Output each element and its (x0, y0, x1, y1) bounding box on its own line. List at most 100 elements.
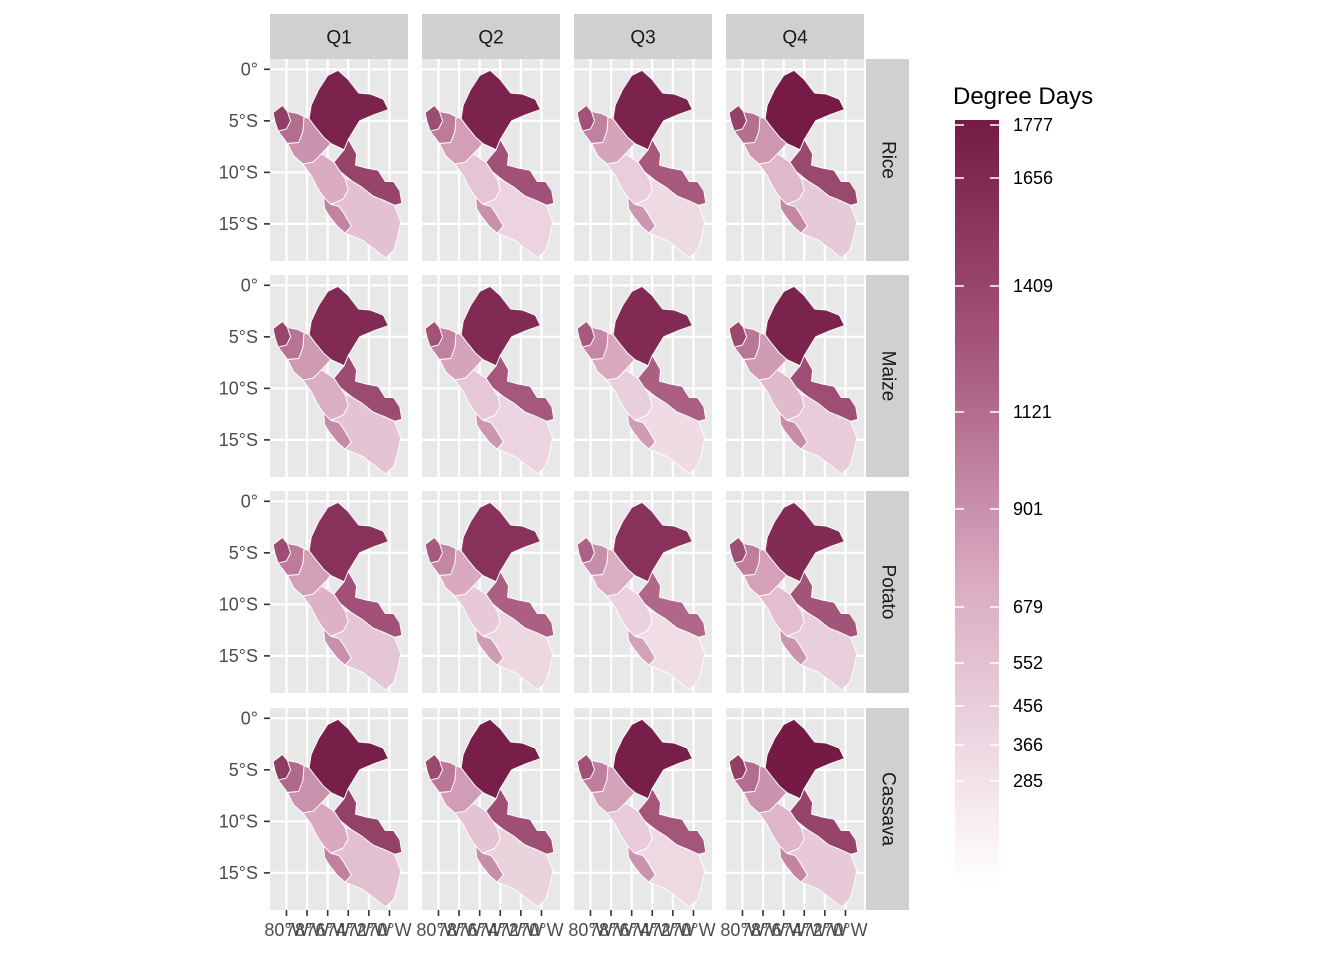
x-tick-label: 80°W (264, 920, 308, 940)
x-tick-label: 76°W (306, 920, 350, 940)
panel-maize-q4 (726, 275, 864, 477)
legend-break-label: 1409 (1013, 276, 1053, 296)
region-south (786, 178, 858, 259)
y-tick-label: 0° (241, 59, 258, 79)
region-north (460, 718, 541, 800)
x-tick-label: 76°W (762, 920, 806, 940)
x-tick-label: 76°W (458, 920, 502, 940)
region-east (789, 570, 859, 638)
panel-potato-q4 (726, 491, 864, 693)
x-tick-label: 78°W (741, 920, 785, 940)
region-south (482, 827, 554, 908)
legend-break-label: 1777 (1013, 115, 1053, 135)
panel-cassava-q1 (270, 708, 408, 910)
panel-potato-q2 (422, 491, 560, 693)
y-axes: 0° 5°S 10°S 15°S 0° 5°S 10°S 15°S 0° 5°S 10°S 15°S 0… (219, 59, 270, 883)
row-strip-label: Maize (877, 351, 898, 402)
panel-maize-q2 (422, 275, 560, 477)
x-tick-label: 70°W (671, 920, 715, 940)
region-north (308, 501, 389, 583)
region-north (460, 285, 541, 367)
col-strip-q1 (270, 14, 408, 59)
col-strip-label: Q4 (782, 28, 808, 49)
y-tick-label: 0° (241, 708, 258, 728)
region-south (786, 610, 858, 691)
panel-maize-q1 (270, 275, 408, 477)
panel-rice-q3 (574, 59, 712, 261)
col-strip-q2 (422, 14, 560, 59)
region-south (634, 610, 706, 691)
panel-potato-q1 (270, 491, 408, 693)
legend-break-label: 1121 (1013, 402, 1052, 422)
x-tick-label: 72°W (347, 920, 391, 940)
region-east (485, 354, 555, 422)
panel-cassava-q4 (726, 708, 864, 910)
region-east (789, 138, 859, 206)
region-north (308, 718, 389, 800)
panel-cassava-q2 (422, 708, 560, 910)
region-east (485, 787, 555, 855)
row-strips: Rice Maize Potato Cassava (866, 59, 909, 910)
y-tick-label: 10°S (219, 594, 258, 614)
region-south (634, 178, 706, 259)
y-tick-label: 0° (241, 491, 258, 511)
row-strip-label: Potato (877, 565, 898, 620)
region-east (789, 787, 859, 855)
panel-rice-q2 (422, 59, 560, 261)
x-tick-label: 70°W (519, 920, 563, 940)
column-strips: Q1 Q2 Q3 Q4 (270, 14, 864, 59)
region-east (637, 354, 707, 422)
x-tick-label: 80°W (568, 920, 612, 940)
panel-maize-q3 (574, 275, 712, 477)
region-north (612, 718, 693, 800)
y-tick-label: 5°S (229, 760, 258, 780)
region-east (485, 138, 555, 206)
y-tick-label: 15°S (219, 214, 258, 234)
y-tick-label: 15°S (219, 430, 258, 450)
panel-rice-q1 (270, 59, 408, 261)
legend: Degree Days 1777 1656 1409 1121 901 679 552 456… (953, 83, 1093, 885)
region-north (764, 69, 845, 151)
region-east (637, 570, 707, 638)
region-east (789, 354, 859, 422)
region-north (764, 285, 845, 367)
legend-break-label: 456 (1013, 696, 1043, 716)
region-south (634, 394, 706, 475)
y-tick-label: 5°S (229, 543, 258, 563)
row-strip-rice (866, 59, 909, 261)
legend-break-label: 366 (1013, 735, 1043, 755)
x-tick-label: 80°W (720, 920, 764, 940)
region-south (482, 610, 554, 691)
x-tick-label: 74°W (630, 920, 674, 940)
region-south (330, 178, 402, 259)
y-tick-label: 10°S (219, 811, 258, 831)
x-tick-label: 74°W (326, 920, 370, 940)
legend-ticks: 1777 1656 1409 1121 901 679 552 456 366 285 (955, 115, 1053, 791)
region-south (482, 178, 554, 259)
region-north (308, 69, 389, 151)
row-strip-label: Cassava (877, 772, 898, 846)
region-north (612, 285, 693, 367)
row-strip-label: Rice (877, 141, 898, 179)
col-strip-q4 (726, 14, 864, 59)
region-north (764, 718, 845, 800)
y-tick-label: 5°S (229, 111, 258, 131)
col-strip-label: Q2 (478, 28, 503, 49)
x-tick-label: 70°W (367, 920, 411, 940)
legend-break-label: 679 (1013, 597, 1043, 617)
region-north (460, 501, 541, 583)
y-tick-label: 5°S (229, 327, 258, 347)
legend-colorbar (955, 120, 999, 885)
region-east (637, 787, 707, 855)
row-strip-maize (866, 275, 909, 477)
region-east (333, 570, 403, 638)
panel-cassava-q3 (574, 708, 712, 910)
region-north (764, 501, 845, 583)
x-tick-label: 78°W (437, 920, 481, 940)
legend-break-label: 552 (1013, 653, 1043, 673)
region-north (612, 69, 693, 151)
y-tick-label: 10°S (219, 378, 258, 398)
x-tick-label: 74°W (782, 920, 826, 940)
region-north (460, 69, 541, 151)
region-east (333, 354, 403, 422)
